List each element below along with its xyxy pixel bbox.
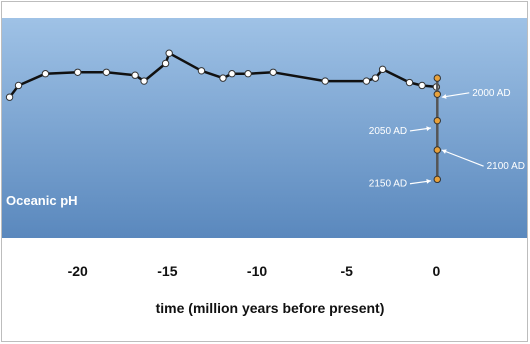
panel-label: Oceanic pH: [6, 193, 78, 208]
annotation-arrowhead: [441, 94, 447, 99]
data-point-marker: [165, 49, 173, 57]
data-point-marker: [161, 59, 170, 68]
data-point-marker: [140, 77, 148, 85]
data-point-marker: [244, 70, 252, 78]
plot-panel: [2, 18, 527, 238]
data-point-marker: [371, 74, 380, 82]
annotation-label: 2000 AD: [472, 88, 510, 99]
data-point-marker: [321, 77, 329, 85]
x-tick-label: -10: [247, 263, 267, 279]
series-layer: [5, 49, 441, 184]
x-axis-title: time (million years before present): [156, 300, 385, 316]
data-point-marker: [74, 68, 82, 76]
annotation-arrowhead: [441, 149, 447, 154]
data-point-marker: [219, 74, 227, 82]
annotation-arrow: [441, 149, 484, 167]
data-point-marker: [228, 70, 236, 78]
data-point-marker: [433, 74, 441, 82]
x-tick-label: 0: [432, 263, 440, 279]
x-tick-label: -20: [68, 263, 88, 279]
annotation-label: 2150 AD: [369, 179, 407, 190]
data-point-marker: [433, 146, 441, 154]
data-point-marker: [102, 68, 111, 76]
x-tick-label: -5: [340, 263, 353, 279]
annotation-layer: 2000 AD 2050 AD 2100 AD 2150 AD: [369, 88, 525, 190]
annotation-label: 2100 AD: [487, 161, 525, 172]
x-axis-ticks: -20 -15 -10 -5 0: [68, 263, 441, 279]
data-point-marker: [405, 78, 414, 87]
annotation-label: 2050 AD: [369, 126, 407, 137]
data-point-marker: [131, 71, 139, 79]
data-point-marker: [378, 65, 387, 74]
data-point-marker: [41, 70, 50, 78]
annotation-arrowhead: [426, 179, 432, 184]
data-point-marker: [197, 67, 206, 75]
annotation-arrow: [441, 92, 470, 98]
x-tick-label: -15: [157, 263, 177, 279]
data-point-marker: [5, 93, 14, 101]
data-point-marker: [14, 81, 23, 90]
data-point-marker: [362, 77, 371, 85]
data-point-marker: [433, 116, 441, 125]
annotation-arrowhead: [426, 126, 432, 131]
data-point-marker: [418, 81, 426, 90]
data-point-marker: [433, 90, 441, 98]
data-point-marker: [433, 175, 441, 184]
data-point-marker: [269, 68, 277, 76]
